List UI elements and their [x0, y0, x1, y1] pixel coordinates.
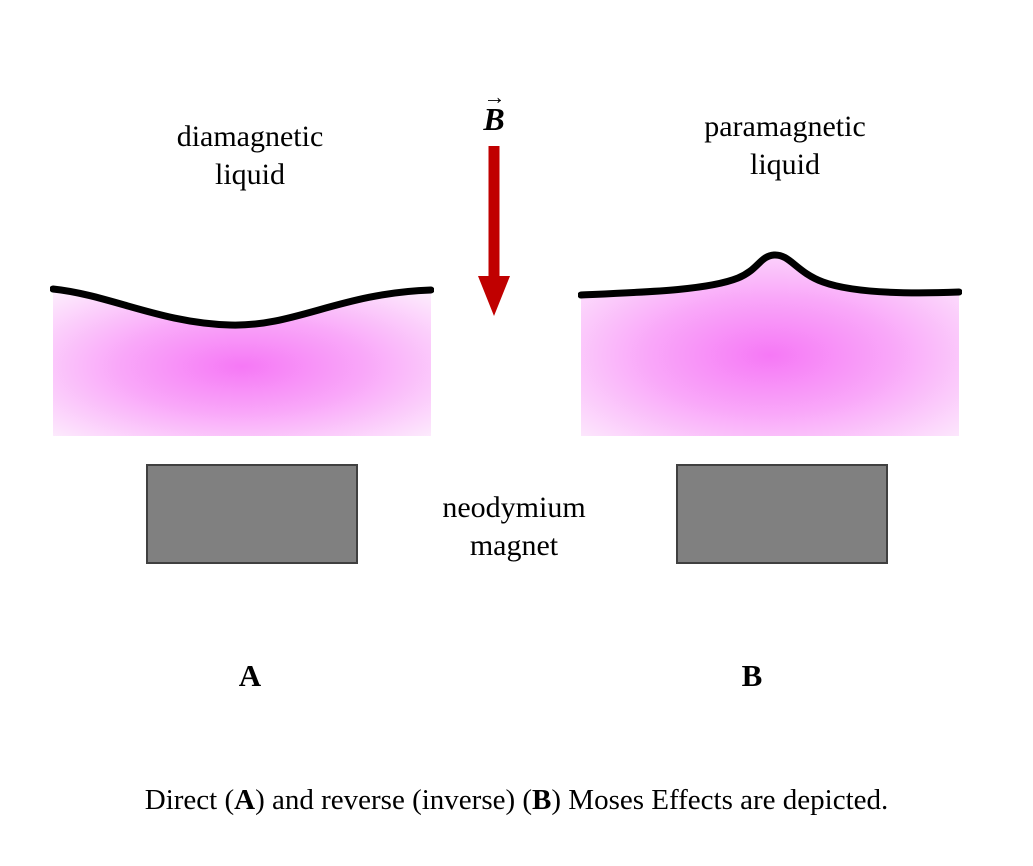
diamagnetic-label-line2: liquid — [214, 158, 285, 191]
figure-caption: Direct (A) and reverse (inverse) (B) Mos… — [0, 784, 1033, 817]
caption-part3: ) Moses Effects are depicted. — [551, 784, 889, 816]
diamagnetic-liquid-surface — [50, 285, 434, 436]
panel-label-b: B — [741, 658, 763, 693]
paramagnetic-liquid-label: paramagnetic liquid — [655, 108, 915, 184]
paramagnetic-label-line1: paramagnetic — [704, 110, 866, 143]
caption-part1: Direct ( — [144, 784, 235, 816]
magnet-label-line1: neodymium — [442, 491, 586, 524]
panel-label-a: A — [238, 658, 262, 693]
field-symbol: B — [483, 101, 505, 137]
paramagnetic-liquid-surface — [578, 251, 962, 436]
neodymium-magnet-right — [676, 464, 888, 564]
magnet-label: neodymium magnet — [398, 489, 630, 565]
magnetic-field-label: → B — [462, 84, 526, 137]
magnet-label-line2: magnet — [469, 529, 559, 562]
caption-bold-a: A — [234, 784, 256, 816]
paramagnetic-label-line2: liquid — [749, 148, 820, 181]
vector-arrow-glyph: → — [483, 84, 506, 109]
diamagnetic-label-line1: diamagnetic — [176, 120, 324, 153]
diamagnetic-liquid-label: diamagnetic liquid — [130, 118, 370, 194]
neodymium-magnet-left — [146, 464, 358, 564]
field-direction-arrow-icon — [478, 146, 510, 316]
caption-bold-b: B — [532, 784, 552, 816]
caption-part2: ) and reverse (inverse) ( — [255, 784, 533, 816]
